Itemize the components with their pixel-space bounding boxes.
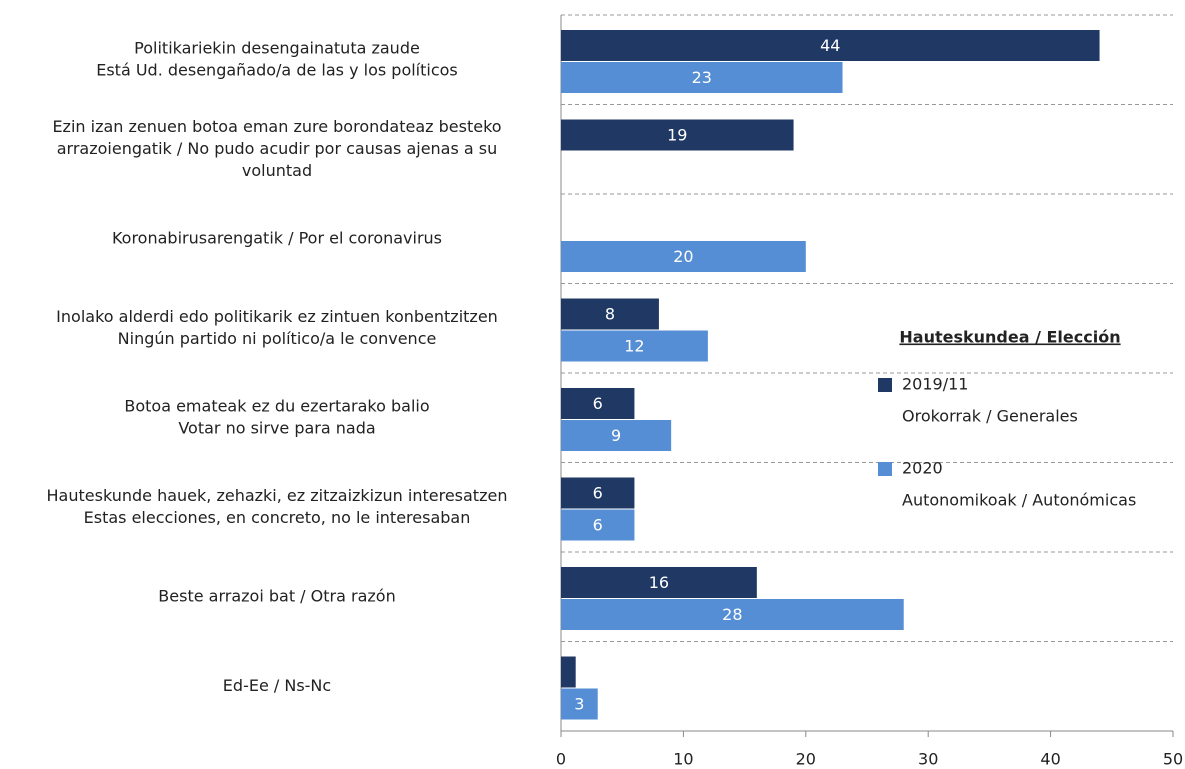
value-label: 3 <box>574 695 584 714</box>
value-label: 20 <box>673 247 693 266</box>
category-label: Koronabirusarengatik / Por el coronaviru… <box>112 228 442 247</box>
x-tick-label: 50 <box>1163 750 1183 769</box>
category-label: Ezin izan zenuen botoa eman zure boronda… <box>52 117 501 136</box>
bar <box>561 298 659 330</box>
x-tick-label: 40 <box>1040 750 1060 769</box>
x-tick-label: 10 <box>673 750 693 769</box>
category-label: Estas elecciones, en concreto, no le int… <box>84 508 471 527</box>
category-label: Hauteskunde hauek, zehazki, ez zitzaizki… <box>47 486 508 505</box>
value-label: 6 <box>593 394 603 413</box>
category-label: voluntad <box>242 161 312 180</box>
value-label: 12 <box>624 337 644 356</box>
category-label: Ningún partido ni político/a le convence <box>118 329 437 348</box>
value-label: 9 <box>611 426 621 445</box>
category-label: Ed-Ee / Ns-Nc <box>223 676 331 695</box>
x-tick-label: 0 <box>556 750 566 769</box>
legend-title: Hauteskundea / Elección <box>899 328 1120 347</box>
category-label: Inolako alderdi edo politikarik ez zintu… <box>56 307 498 326</box>
value-label: 6 <box>593 484 603 503</box>
bar <box>561 330 708 362</box>
bar <box>561 599 904 630</box>
bar <box>561 567 757 598</box>
bar <box>561 30 1100 61</box>
bar <box>561 119 794 151</box>
bar <box>561 420 672 451</box>
value-label: 8 <box>605 305 615 324</box>
legend-label: Orokorrak / Generales <box>902 407 1078 426</box>
legend-swatch <box>878 378 892 392</box>
bar <box>561 62 843 93</box>
legend-label: Autonomikoak / Autonómicas <box>902 491 1136 510</box>
bar <box>561 656 576 688</box>
value-label: 44 <box>820 36 840 55</box>
legend-label: 2019/11 <box>902 375 968 394</box>
value-label: 23 <box>692 68 712 87</box>
bar <box>561 509 635 541</box>
value-label: 28 <box>722 605 742 624</box>
category-label: Politikariekin desengainatuta zaude <box>134 38 420 57</box>
bar <box>561 388 635 419</box>
legend-label: 2020 <box>902 459 943 478</box>
category-label: Beste arrazoi bat / Otra razón <box>158 586 395 605</box>
x-tick-label: 30 <box>918 750 938 769</box>
value-label: 16 <box>649 573 669 592</box>
bar <box>561 241 806 272</box>
category-label: Botoa emateak ez du ezertarako balio <box>124 396 429 415</box>
value-label: 6 <box>593 516 603 535</box>
category-label: Está Ud. desengañado/a de las y los polí… <box>96 60 458 79</box>
bar <box>561 477 635 509</box>
category-label: Votar no sirve para nada <box>178 418 375 437</box>
value-label: 19 <box>667 126 687 145</box>
bar <box>561 688 598 720</box>
category-label: arrazoiengatik / No pudo acudir por caus… <box>57 139 498 158</box>
x-tick-label: 20 <box>796 750 816 769</box>
legend-swatch <box>878 462 892 476</box>
